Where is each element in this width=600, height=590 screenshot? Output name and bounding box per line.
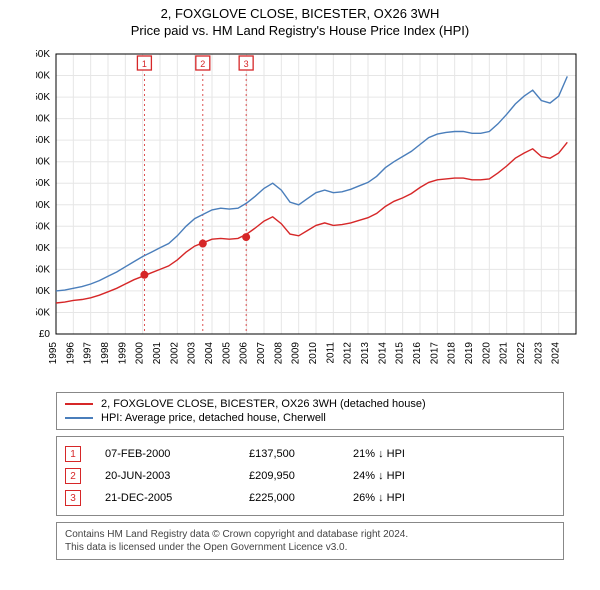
svg-text:2019: 2019 [464, 342, 475, 365]
svg-text:£100K: £100K [36, 286, 50, 297]
chart-area: £0 £50K £100K £150K £200K £250K £300K £350K £400… [36, 44, 596, 384]
svg-text:2002: 2002 [169, 342, 180, 365]
svg-text:£150K: £150K [36, 264, 50, 275]
footer-box: Contains HM Land Registry data © Crown c… [56, 522, 564, 560]
sale-badge: 1 [65, 446, 81, 462]
svg-text:2016: 2016 [412, 342, 423, 365]
svg-text:2005: 2005 [221, 342, 232, 365]
sale-date: 07-FEB-2000 [105, 448, 225, 460]
sale-badge: 3 [65, 490, 81, 506]
svg-text:2006: 2006 [239, 342, 250, 365]
svg-text:2012: 2012 [343, 342, 354, 365]
title-subtitle: Price paid vs. HM Land Registry's House … [8, 23, 592, 38]
sale-diff: 21% ↓ HPI [353, 448, 433, 460]
sales-box: 1 07-FEB-2000 £137,500 21% ↓ HPI 2 20-JUN-200… [56, 436, 564, 516]
svg-text:1999: 1999 [117, 342, 128, 365]
chart-svg: £0 £50K £100K £150K £200K £250K £300K £350K £400… [36, 44, 596, 384]
sale-row: 1 07-FEB-2000 £137,500 21% ↓ HPI [65, 443, 555, 465]
title-block: 2, FOXGLOVE CLOSE, BICESTER, OX26 3WH Pr… [0, 0, 600, 40]
chart-container: 2, FOXGLOVE CLOSE, BICESTER, OX26 3WH Pr… [0, 0, 600, 590]
legend-row: 2, FOXGLOVE CLOSE, BICESTER, OX26 3WH (d… [65, 397, 555, 411]
svg-text:1: 1 [142, 59, 147, 69]
sale-diff: 24% ↓ HPI [353, 470, 433, 482]
svg-text:2008: 2008 [273, 342, 284, 365]
svg-text:2013: 2013 [360, 342, 371, 365]
svg-text:2018: 2018 [447, 342, 458, 365]
svg-text:2015: 2015 [395, 342, 406, 365]
svg-text:2001: 2001 [152, 342, 163, 365]
svg-text:£250K: £250K [36, 221, 50, 232]
legend-row: HPI: Average price, detached house, Cher… [65, 411, 555, 425]
svg-text:£650K: £650K [36, 49, 50, 60]
sale-badge: 2 [65, 468, 81, 484]
svg-text:1998: 1998 [100, 342, 111, 365]
svg-text:2014: 2014 [377, 342, 388, 365]
svg-text:3: 3 [244, 59, 249, 69]
svg-text:2024: 2024 [551, 342, 562, 365]
footer-line1: Contains HM Land Registry data © Crown c… [65, 528, 555, 541]
svg-text:2007: 2007 [256, 342, 267, 365]
svg-text:£450K: £450K [36, 135, 50, 146]
svg-text:2022: 2022 [516, 342, 527, 365]
svg-text:2003: 2003 [187, 342, 198, 365]
legend-swatch [65, 403, 93, 405]
svg-text:2000: 2000 [135, 342, 146, 365]
legend-label: 2, FOXGLOVE CLOSE, BICESTER, OX26 3WH (d… [101, 398, 426, 410]
svg-text:£0: £0 [39, 329, 51, 340]
svg-text:2: 2 [200, 59, 205, 69]
svg-text:1995: 1995 [48, 342, 59, 365]
svg-text:£350K: £350K [36, 178, 50, 189]
svg-text:2021: 2021 [499, 342, 510, 365]
svg-text:£500K: £500K [36, 114, 50, 125]
legend-label: HPI: Average price, detached house, Cher… [101, 412, 326, 424]
sale-row: 2 20-JUN-2003 £209,950 24% ↓ HPI [65, 465, 555, 487]
sale-date: 20-JUN-2003 [105, 470, 225, 482]
svg-text:£200K: £200K [36, 243, 50, 254]
sale-diff: 26% ↓ HPI [353, 492, 433, 504]
legend-box: 2, FOXGLOVE CLOSE, BICESTER, OX26 3WH (d… [56, 392, 564, 430]
svg-text:2004: 2004 [204, 342, 215, 365]
svg-text:1997: 1997 [83, 342, 94, 365]
svg-text:2017: 2017 [429, 342, 440, 365]
svg-text:2023: 2023 [533, 342, 544, 365]
svg-text:2011: 2011 [325, 342, 336, 364]
svg-text:£550K: £550K [36, 92, 50, 103]
svg-text:2020: 2020 [481, 342, 492, 365]
legend-swatch [65, 417, 93, 419]
svg-text:1996: 1996 [65, 342, 76, 365]
svg-text:£50K: £50K [36, 307, 50, 318]
svg-text:£600K: £600K [36, 71, 50, 82]
title-address: 2, FOXGLOVE CLOSE, BICESTER, OX26 3WH [8, 6, 592, 21]
svg-text:2009: 2009 [291, 342, 302, 365]
svg-text:£300K: £300K [36, 200, 50, 211]
sale-date: 21-DEC-2005 [105, 492, 225, 504]
sale-row: 3 21-DEC-2005 £225,000 26% ↓ HPI [65, 487, 555, 509]
sale-price: £225,000 [249, 492, 329, 504]
sale-price: £209,950 [249, 470, 329, 482]
footer-line2: This data is licensed under the Open Gov… [65, 541, 555, 554]
svg-text:2010: 2010 [308, 342, 319, 365]
sale-price: £137,500 [249, 448, 329, 460]
svg-text:£400K: £400K [36, 157, 50, 168]
